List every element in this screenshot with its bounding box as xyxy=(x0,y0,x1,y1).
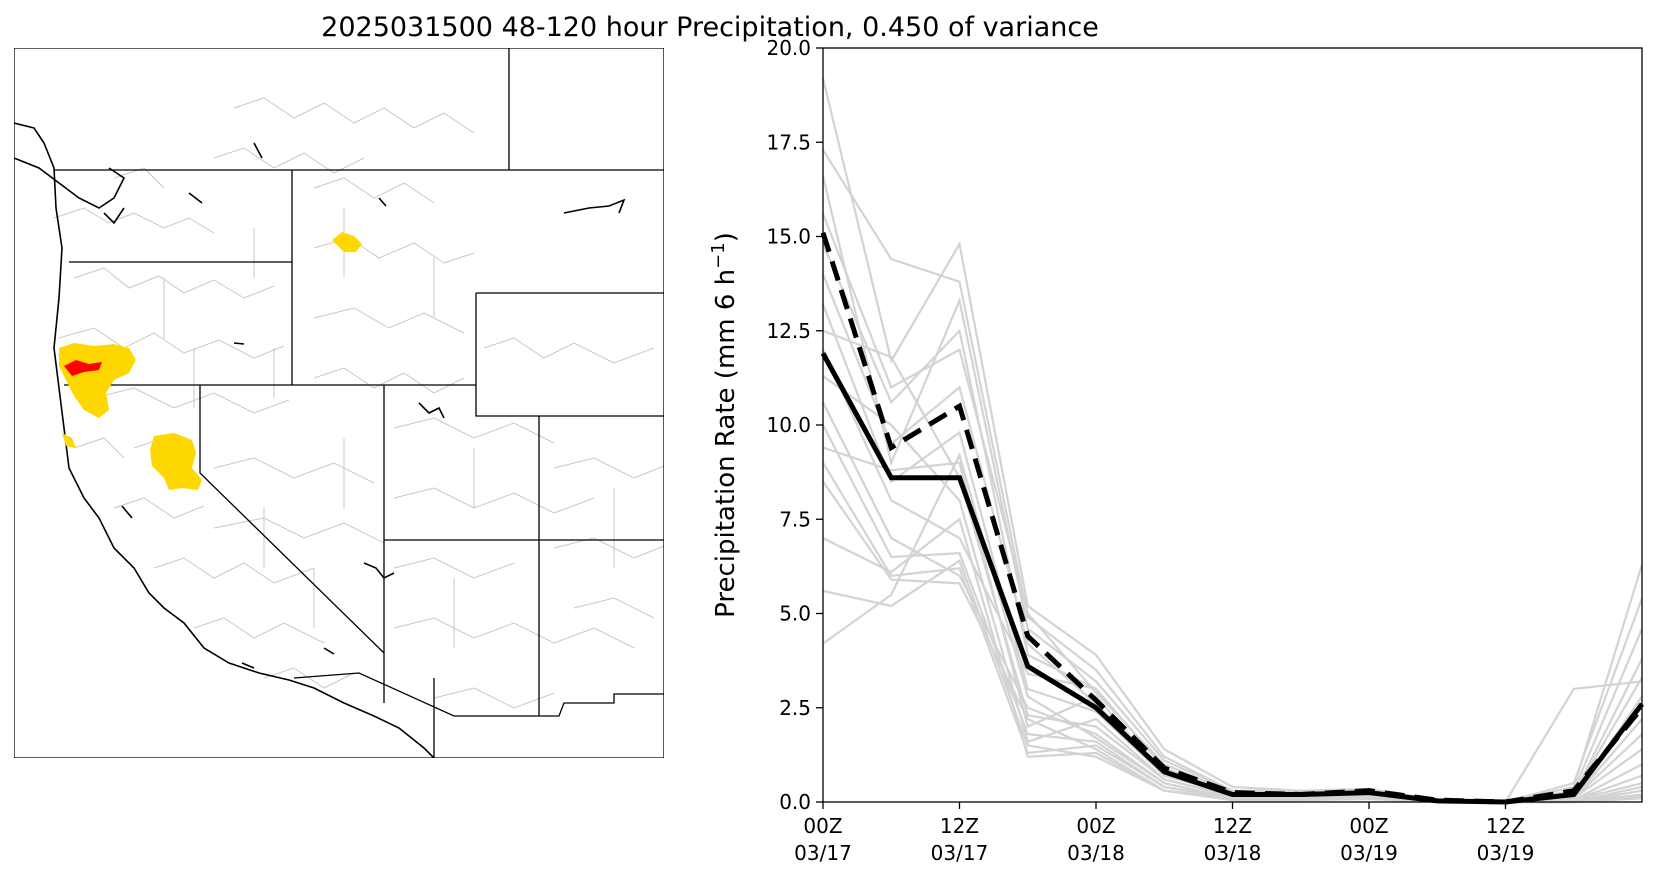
x-tick-label-time: 12Z xyxy=(940,814,979,838)
map-basin-lines xyxy=(53,97,664,709)
ensemble-member-line xyxy=(821,175,1644,804)
summary-lines xyxy=(820,231,1644,805)
x-tick-label-date: 03/19 xyxy=(1340,841,1398,865)
y-tick-label: 17.5 xyxy=(766,130,811,154)
ensemble-member-line xyxy=(822,452,1643,804)
map-state-borders xyxy=(14,48,664,758)
x-tick-label-date: 03/18 xyxy=(1067,841,1125,865)
x-tick-label-date: 03/17 xyxy=(931,841,989,865)
dashed-summary-line xyxy=(820,231,1644,805)
ensemble-member-line xyxy=(822,559,1643,804)
y-tick-label: 2.5 xyxy=(779,696,811,720)
ensemble-member-line xyxy=(821,273,1643,804)
x-tick-label-time: 12Z xyxy=(1486,814,1525,838)
y-axis-label: Precipitation Rate (mm 6 h−1) xyxy=(708,232,742,618)
x-tick-label-time: 00Z xyxy=(803,814,842,838)
ensemble-member-line xyxy=(822,329,1643,804)
ensemble-member-line xyxy=(822,375,1643,804)
ensemble-member-line xyxy=(822,517,1643,804)
y-tick-label: 5.0 xyxy=(779,602,811,626)
y-tick-label: 7.5 xyxy=(779,507,811,531)
x-tick-label-date: 03/19 xyxy=(1477,841,1535,865)
x-tick-label-date: 03/18 xyxy=(1204,841,1262,865)
ensemble-member-line xyxy=(821,243,1643,804)
x-tick-label-time: 00Z xyxy=(1076,814,1115,838)
map-highlight-basins xyxy=(59,232,362,490)
ensemble-member-lines xyxy=(821,77,1644,804)
ensemble-member-line xyxy=(821,213,1644,804)
y-tick-label: 0.0 xyxy=(779,790,811,814)
plot-frame xyxy=(822,47,1643,803)
y-axis: 0.0 2.5 5.0 7.5 10.0 12.5 15.0 17.5 20.0 xyxy=(766,36,823,814)
y-tick-label: 12.5 xyxy=(766,319,811,343)
y-tick-label: 10.0 xyxy=(766,413,811,437)
ensemble-member-line xyxy=(822,462,1643,804)
figure-title: 2025031500 48-120 hour Precipitation, 0.… xyxy=(321,12,1099,43)
map-coastline xyxy=(14,122,626,758)
ensemble-member-line xyxy=(822,401,1643,804)
ensemble-member-line xyxy=(821,349,1643,804)
ensemble-member-line xyxy=(821,77,1644,804)
x-tick-label-date: 03/17 xyxy=(794,841,852,865)
x-axis: 00Z 03/17 12Z 03/17 00Z 03/18 12Z 03/18 00Z 03/19… xyxy=(794,802,1534,865)
ensemble-member-line xyxy=(822,446,1643,804)
solid-summary-line xyxy=(820,352,1644,805)
y-tick-label: 20.0 xyxy=(766,36,811,60)
basin-map xyxy=(14,48,664,758)
y-tick-label: 15.0 xyxy=(766,225,811,249)
x-tick-label-time: 00Z xyxy=(1349,814,1388,838)
x-tick-label-time: 12Z xyxy=(1213,814,1252,838)
